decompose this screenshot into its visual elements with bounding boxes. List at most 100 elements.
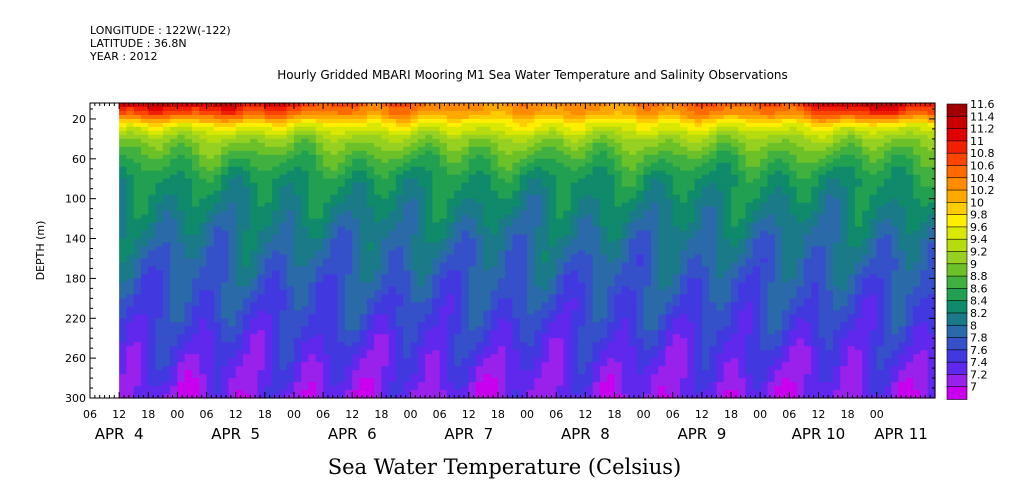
field-cell bbox=[359, 350, 368, 355]
field-cell bbox=[352, 114, 361, 120]
field-cell bbox=[563, 182, 572, 188]
field-cell bbox=[417, 370, 426, 375]
field-cell bbox=[191, 206, 200, 212]
field-cell bbox=[177, 238, 186, 244]
field-cell bbox=[374, 114, 382, 120]
field-cell bbox=[148, 166, 157, 172]
field-cell bbox=[330, 346, 339, 351]
field-cell bbox=[374, 282, 382, 287]
field-cell bbox=[417, 298, 426, 303]
field-cell bbox=[505, 346, 514, 351]
field-cell bbox=[184, 370, 193, 375]
field-cell bbox=[432, 238, 441, 244]
field-cell bbox=[272, 326, 280, 331]
field-cell bbox=[388, 190, 397, 196]
field-cell bbox=[519, 266, 528, 272]
field-cell bbox=[432, 106, 441, 112]
field-cell bbox=[359, 394, 368, 399]
field-cell bbox=[162, 318, 171, 323]
field-cell bbox=[432, 298, 441, 303]
field-cell bbox=[184, 298, 193, 303]
field-cell bbox=[308, 306, 317, 311]
field-cell bbox=[454, 322, 463, 327]
field-cell bbox=[446, 306, 455, 311]
field-cell bbox=[184, 382, 193, 387]
field-cell bbox=[250, 178, 259, 184]
field-cell bbox=[395, 302, 404, 307]
field-cell bbox=[505, 250, 514, 256]
field-cell bbox=[468, 262, 477, 268]
field-cell bbox=[366, 170, 375, 176]
field-cell bbox=[585, 366, 594, 371]
field-cell bbox=[323, 310, 331, 315]
field-cell bbox=[257, 106, 266, 112]
field-cell bbox=[279, 350, 288, 355]
field-cell bbox=[206, 118, 215, 124]
field-cell bbox=[148, 202, 157, 208]
field-cell bbox=[374, 330, 382, 335]
field-cell bbox=[235, 258, 244, 264]
field-cell bbox=[527, 230, 535, 236]
field-cell bbox=[235, 346, 244, 351]
field-cell bbox=[308, 298, 317, 303]
field-cell bbox=[512, 230, 521, 236]
field-cell bbox=[344, 158, 353, 164]
field-cell bbox=[374, 278, 382, 283]
field-cell bbox=[461, 194, 470, 200]
field-cell bbox=[272, 206, 280, 212]
field-cell bbox=[352, 158, 361, 164]
field-cell bbox=[461, 278, 470, 283]
field-cell bbox=[126, 362, 135, 367]
field-cell bbox=[548, 390, 557, 395]
field-cell bbox=[140, 314, 149, 319]
field-cell bbox=[170, 362, 179, 367]
field-cell bbox=[446, 246, 455, 252]
field-cell bbox=[257, 362, 266, 367]
field-cell bbox=[184, 342, 193, 347]
field-cell bbox=[221, 150, 229, 156]
field-cell bbox=[257, 134, 266, 140]
field-cell bbox=[213, 174, 222, 180]
field-cell bbox=[264, 210, 273, 216]
field-cell bbox=[607, 178, 616, 184]
longitude-label: LONGITUDE : 122W(-122) bbox=[90, 24, 231, 37]
field-cell bbox=[184, 190, 193, 196]
field-cell bbox=[199, 238, 208, 244]
field-cell bbox=[162, 354, 171, 359]
field-cell bbox=[323, 234, 331, 240]
field-cell bbox=[155, 358, 164, 363]
field-cell bbox=[250, 298, 259, 303]
field-cell bbox=[199, 182, 208, 188]
field-cell bbox=[374, 310, 382, 315]
field-cell bbox=[556, 118, 565, 124]
field-cell bbox=[337, 250, 346, 256]
field-cell bbox=[148, 146, 157, 152]
field-cell bbox=[221, 302, 229, 307]
field-cell bbox=[308, 218, 317, 224]
field-cell bbox=[140, 230, 149, 236]
field-cell bbox=[461, 234, 470, 240]
field-cell bbox=[505, 290, 514, 295]
field-cell bbox=[308, 274, 317, 280]
field-cell bbox=[432, 326, 441, 331]
field-cell bbox=[228, 103, 237, 108]
field-cell bbox=[548, 178, 557, 184]
field-cell bbox=[366, 103, 375, 108]
field-cell bbox=[417, 186, 426, 192]
field-cell bbox=[264, 358, 273, 363]
field-cell bbox=[344, 174, 353, 180]
field-cell bbox=[170, 294, 179, 299]
field-cell bbox=[272, 210, 280, 216]
field-cell bbox=[119, 298, 128, 303]
field-cell bbox=[170, 162, 179, 168]
field-cell bbox=[140, 138, 149, 144]
field-cell bbox=[250, 106, 259, 112]
field-cell bbox=[191, 290, 200, 295]
field-cell bbox=[301, 178, 310, 184]
field-cell bbox=[359, 294, 368, 299]
field-cell bbox=[446, 330, 455, 335]
field-cell bbox=[337, 350, 346, 355]
field-cell bbox=[585, 258, 594, 264]
field-cell bbox=[191, 158, 200, 164]
field-cell bbox=[476, 250, 484, 256]
